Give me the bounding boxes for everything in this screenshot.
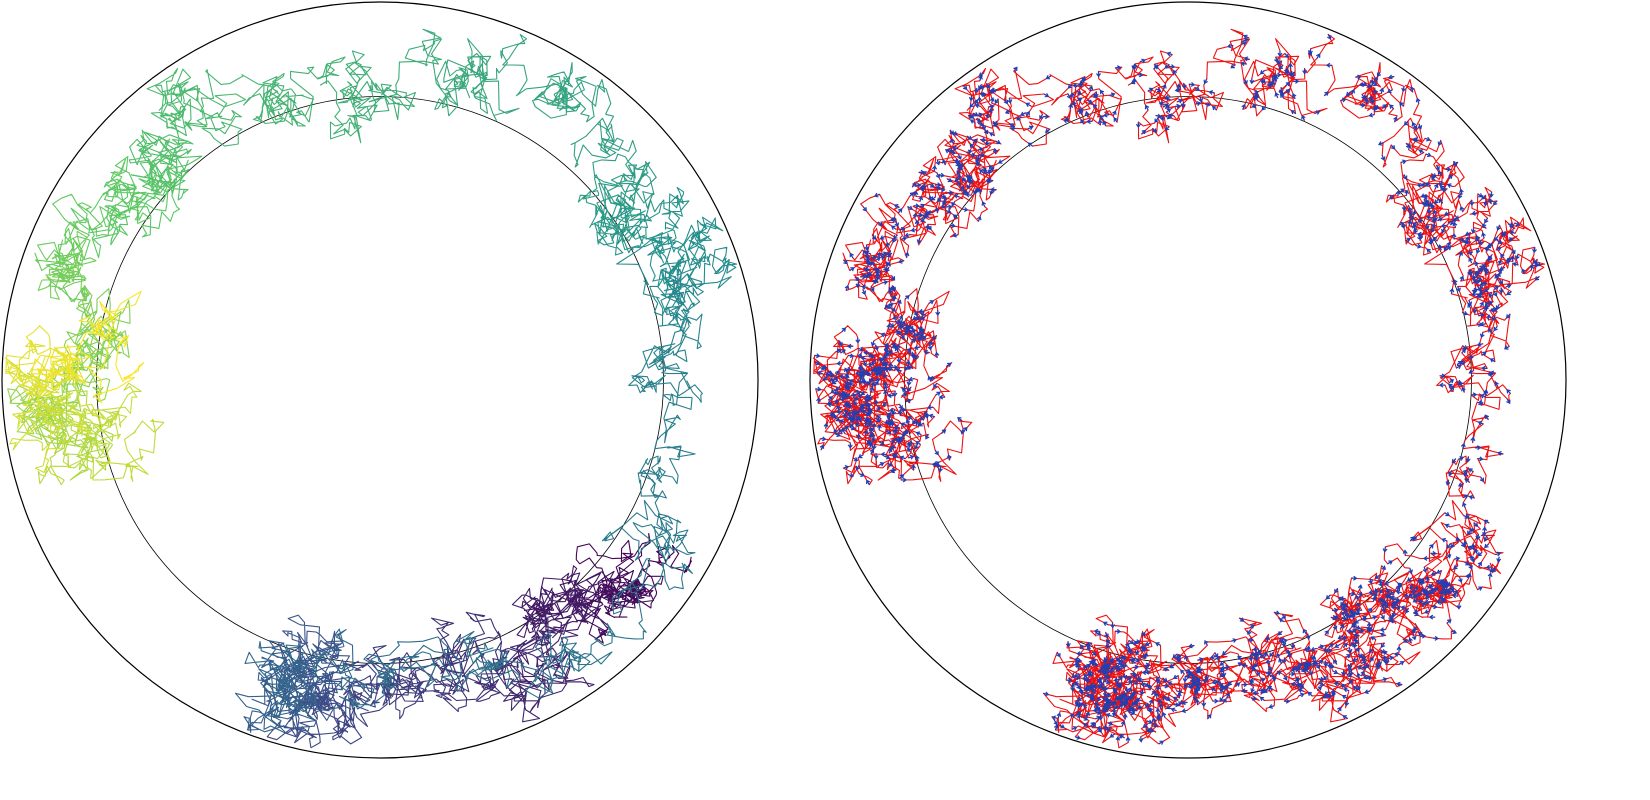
- trajectory-segment: [430, 611, 486, 674]
- trajectory-segment: [70, 188, 169, 259]
- trajectory-segment: [644, 397, 696, 485]
- trajectory-segment: [421, 41, 470, 116]
- trajectory-segment: [92, 390, 149, 482]
- trajectory-segment: [382, 650, 504, 692]
- trajectory-segment: [5, 325, 80, 391]
- trajectory-segment: [146, 67, 208, 131]
- trajectory-segment: [30, 290, 142, 370]
- trajectory-segment: [366, 644, 422, 720]
- trajectory-segment: [628, 371, 703, 406]
- outer-boundary-circle: [809, 1, 1567, 759]
- trajectory-segment: [445, 52, 492, 117]
- trajectory-segment: [521, 587, 610, 629]
- trajectory-segment: [501, 669, 563, 723]
- trajectory-segment: [570, 113, 629, 168]
- trajectory-segment: [616, 236, 687, 327]
- trajectory-segment: [566, 557, 651, 672]
- trajectory-segment: [632, 458, 682, 560]
- trajectory-segment: [611, 522, 693, 615]
- trajectory-segment: [461, 640, 507, 702]
- trajectory-segment: [363, 636, 462, 687]
- trajectory-segment: [345, 50, 416, 121]
- trajectory-segment: [12, 367, 83, 430]
- trajectory-segment: [34, 228, 91, 279]
- trajectory-segment: [109, 161, 172, 246]
- trajectory-segment: [299, 630, 351, 686]
- trajectory-segment: [257, 656, 309, 735]
- trajectory-segment: [467, 33, 567, 119]
- trajectory-segment: [335, 61, 378, 144]
- direction-arrows-blue: [814, 34, 1542, 745]
- trajectory-segment: [9, 395, 67, 474]
- trajectory-segment: [234, 658, 318, 727]
- trajectory-panel-red-blue: [809, 1, 1567, 759]
- trajectory-segment: [552, 571, 655, 608]
- trajectory-segment: [686, 216, 724, 268]
- trajectory-segment: [596, 184, 645, 251]
- outer-boundary-circle: [1, 1, 759, 759]
- trajectory-segment: [525, 644, 613, 699]
- trajectory-segment: [62, 419, 165, 481]
- trajectory-segment: [348, 678, 422, 728]
- trajectory-segment: [603, 186, 690, 246]
- trajectory-segment: [282, 614, 343, 701]
- trajectory-segment: [649, 269, 701, 324]
- trajectory-segment: [443, 38, 520, 121]
- trajectory-segment: [128, 112, 194, 166]
- trajectory-segment: [492, 630, 552, 677]
- trajectory-segment: [585, 160, 657, 218]
- trajectory-segment: [37, 404, 113, 486]
- trajectory-segment: [481, 630, 581, 694]
- trajectory-segment: [683, 246, 738, 300]
- trajectory-segment: [150, 68, 192, 137]
- trajectory-segment: [352, 28, 443, 117]
- inner-boundary-circle: [96, 96, 664, 664]
- trajectory-segment: [75, 315, 130, 373]
- trajectory-segment: [601, 499, 696, 561]
- trajectory-segment: [536, 647, 595, 692]
- trajectory-segment: [83, 320, 145, 404]
- trajectory-segment: [411, 645, 470, 713]
- trajectory-segment: [577, 139, 644, 205]
- trajectory-segment: [77, 158, 151, 231]
- trajectory-segment: [258, 641, 308, 714]
- trajectory-panel-time-colored: [1, 1, 759, 759]
- trajectory-segment: [246, 640, 300, 733]
- trajectory-segment: [7, 340, 68, 397]
- trajectory-segment: [154, 81, 247, 135]
- trajectory-segment: [603, 575, 664, 619]
- trajectory-segment: [612, 532, 692, 591]
- trajectory-segment: [34, 372, 99, 467]
- trajectory-segment: [42, 382, 142, 437]
- trajectory-segment: [289, 56, 362, 140]
- trajectory-segment: [616, 224, 688, 297]
- trajectory-segment: [516, 585, 590, 639]
- trajectory-segment: [559, 572, 601, 621]
- trajectory-segment: [244, 651, 319, 719]
- trajectory-segment: [283, 628, 366, 692]
- trajectory-segment: [294, 691, 349, 748]
- trajectory-segment: [631, 193, 685, 255]
- trajectory-segment: [538, 71, 582, 113]
- trajectory-segment: [199, 69, 290, 147]
- trajectory-segment: [522, 587, 604, 639]
- trajectory-segment: [30, 344, 86, 389]
